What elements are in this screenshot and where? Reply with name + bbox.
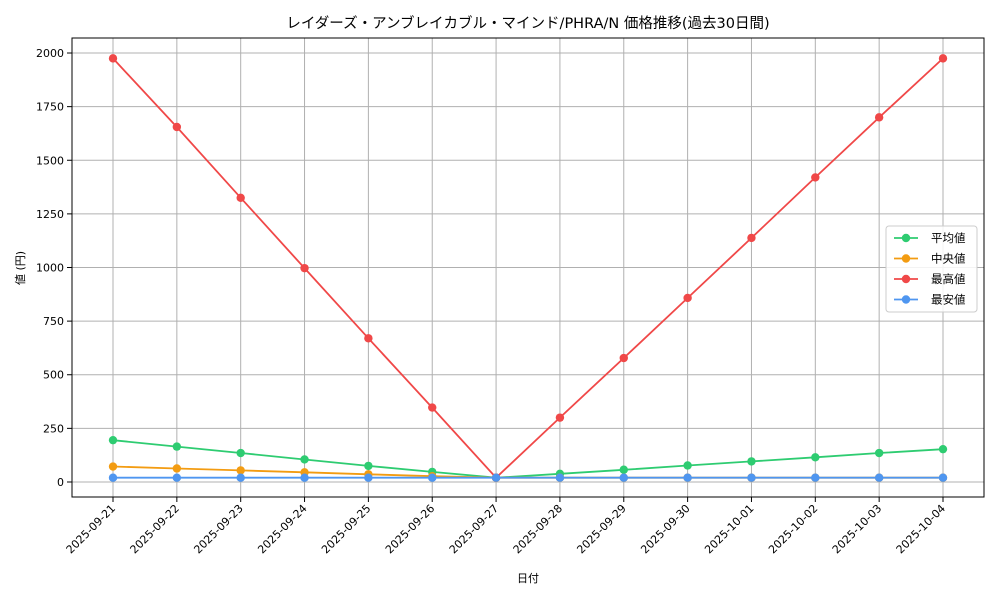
y-tick-label: 500 <box>43 369 64 382</box>
data-point <box>938 444 948 454</box>
y-axis-label: 値 (円) <box>14 251 27 285</box>
legend-label: 平均値 <box>931 231 966 245</box>
legend-label: 最安値 <box>931 293 966 307</box>
data-point <box>108 462 118 471</box>
data-point <box>938 54 948 63</box>
data-point <box>172 464 182 473</box>
legend-label: 中央値 <box>931 252 966 266</box>
data-point <box>683 473 692 482</box>
legend-label: 最高値 <box>931 272 966 286</box>
series-line <box>112 439 944 479</box>
data-point <box>874 473 884 482</box>
data-point <box>683 461 692 470</box>
data-point <box>172 442 182 451</box>
data-point <box>555 413 565 422</box>
data-point <box>172 122 182 132</box>
data-point <box>619 353 628 363</box>
data-point <box>938 473 948 482</box>
data-point <box>236 448 245 458</box>
y-tick-label: 1500 <box>36 154 64 167</box>
data-point <box>555 473 565 482</box>
legend-item: 平均値 <box>894 231 966 245</box>
data-point <box>364 334 373 343</box>
x-axis-label: 日付 <box>517 572 539 585</box>
data-point <box>364 461 373 471</box>
data-point <box>300 263 309 273</box>
data-point <box>811 173 820 182</box>
data-point <box>491 473 501 482</box>
legend-swatch-marker <box>901 295 911 304</box>
data-point <box>747 457 756 466</box>
legend-swatch-marker <box>901 274 911 284</box>
legend-swatch-marker <box>901 233 911 243</box>
data-point <box>874 113 884 122</box>
y-tick-label: 750 <box>43 315 64 328</box>
data-point <box>874 448 884 458</box>
data-point <box>172 473 182 482</box>
legend-swatch-marker <box>901 254 911 263</box>
y-tick-label: 2000 <box>36 47 64 60</box>
data-point <box>108 54 118 63</box>
series-3 <box>108 473 948 482</box>
data-point <box>108 473 118 482</box>
y-axis: 0 250 500 750 1000 1250 1500 1750 2000 <box>36 47 72 489</box>
data-point <box>236 193 245 202</box>
data-point <box>300 473 309 482</box>
legend-item: 最高値 <box>894 272 966 286</box>
data-point <box>747 233 756 243</box>
grid <box>72 38 984 497</box>
series-line <box>112 57 944 479</box>
data-point <box>811 473 820 482</box>
chart-title: レイダーズ・アンブレイカブル・マインド/PHRA/N 価格推移(過去30日間) <box>286 14 769 32</box>
legend-item: 最安値 <box>894 293 966 307</box>
legend-item: 中央値 <box>894 252 966 266</box>
y-tick-label: 0 <box>57 476 64 489</box>
data-point <box>300 455 309 464</box>
y-tick-label: 1250 <box>36 208 64 221</box>
y-tick-label: 1000 <box>36 262 64 275</box>
data-point <box>683 293 692 303</box>
data-point <box>619 473 628 482</box>
y-tick-label: 250 <box>43 422 64 435</box>
data-point <box>428 473 437 482</box>
data-point <box>108 435 118 445</box>
data-point <box>364 473 373 482</box>
y-tick-label: 1750 <box>36 101 64 114</box>
data-point <box>619 465 628 474</box>
data-point <box>811 453 820 462</box>
series-layer <box>108 54 948 482</box>
data-point <box>236 466 245 475</box>
data-point <box>236 473 245 482</box>
data-point <box>747 473 756 482</box>
legend-box <box>885 225 978 313</box>
series-2 <box>108 54 948 482</box>
data-point <box>428 403 437 412</box>
